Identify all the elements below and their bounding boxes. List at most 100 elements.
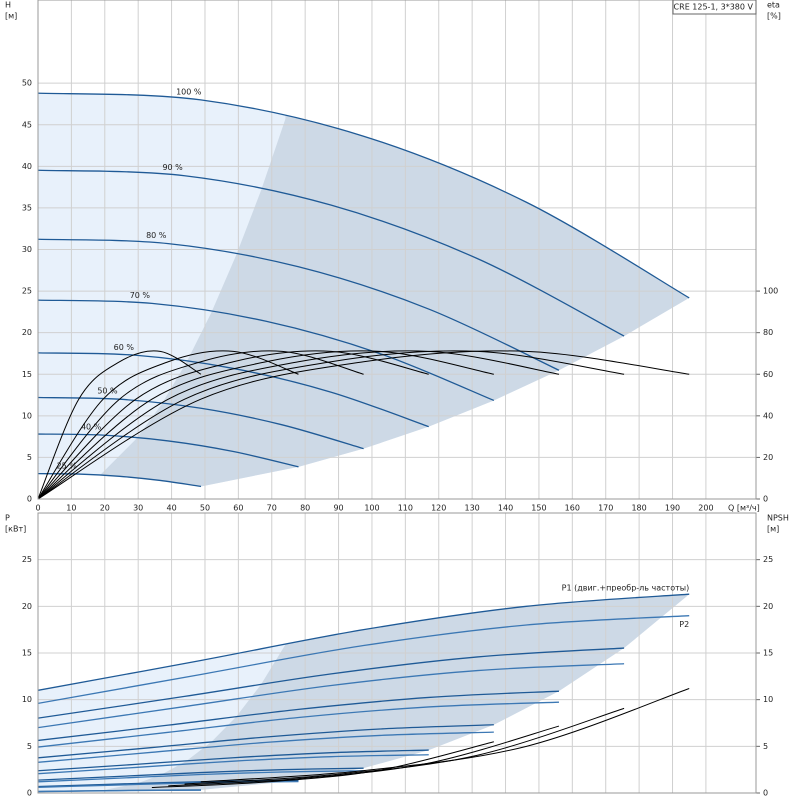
y-tick-label: 20 [22, 328, 32, 337]
x-tick-label: 130 [464, 504, 479, 513]
y-axis-unit: [м] [5, 12, 17, 21]
x-tick-label: 110 [398, 504, 413, 513]
x-tick-label: 50 [200, 504, 210, 513]
y2-tick-label: 10 [763, 695, 773, 704]
curve-label: 90 % [162, 163, 183, 172]
x-tick-label: 20 [100, 504, 110, 513]
x-tick-label: 180 [631, 504, 646, 513]
primary-curve [38, 701, 559, 748]
y-tick-label: 15 [22, 649, 32, 658]
y2-axis-label: NPSH [767, 514, 789, 523]
y2-tick-label: 100 [763, 287, 778, 296]
y2-axis-label: eta [767, 1, 780, 10]
primary-curve [38, 789, 201, 793]
secondary-curve [38, 350, 690, 499]
primary-curve [38, 472, 202, 488]
y2-tick-label: 5 [763, 742, 768, 751]
curve-label: 50 % [97, 387, 118, 396]
primary-curve [38, 770, 364, 783]
secondary-curve [38, 350, 364, 499]
secondary-curve [38, 350, 429, 499]
primary-curve [38, 724, 494, 759]
plot-frame [37, 512, 757, 794]
primary-curve [38, 749, 429, 772]
y-tick-label: 15 [22, 370, 32, 379]
primary-curve [38, 238, 560, 371]
x-tick-label: 160 [565, 504, 580, 513]
primary-curve [38, 754, 429, 775]
y-tick-label: 35 [22, 203, 32, 212]
x-tick-label: 0 [35, 504, 40, 513]
primary-curve [38, 663, 625, 729]
y-tick-label: 5 [27, 453, 32, 462]
y2-tick-label: 80 [763, 328, 773, 337]
title-box [672, 0, 757, 15]
primary-curve [38, 615, 690, 705]
x-tick-label: 30 [133, 504, 143, 513]
primary-curve [38, 299, 495, 402]
x-tick-label: 190 [665, 504, 680, 513]
y-tick-label: 0 [27, 789, 32, 798]
chart-title: CRE 125-1, 3*380 V [674, 3, 754, 12]
x-tick-label: 90 [333, 504, 343, 513]
curve-label: 100 % [176, 87, 202, 96]
x-tick-label: 140 [498, 504, 513, 513]
primary-curve [38, 92, 690, 299]
x-tick-label: 200 [698, 504, 713, 513]
x-tick-label: 60 [233, 504, 243, 513]
curve-label: 40 % [81, 423, 102, 432]
x-tick-label: 70 [267, 504, 277, 513]
y-tick-label: 50 [22, 79, 32, 88]
plot-frame [37, 0, 757, 500]
y-tick-label: 0 [27, 495, 32, 504]
curve-label: P1 (двиг.+преобр-ль частоты) [562, 584, 690, 593]
y-axis-unit: [кВт] [5, 525, 26, 534]
curve-label: 60 % [114, 343, 135, 352]
secondary-curve [38, 350, 494, 499]
y-tick-label: 30 [22, 245, 32, 254]
secondary-curve [151, 741, 494, 788]
y-tick-label: 10 [22, 411, 32, 420]
secondary-curve [38, 350, 202, 499]
y-tick-label: 10 [22, 695, 32, 704]
curve-label: 80 % [146, 231, 167, 240]
curve-label: 70 % [130, 291, 151, 300]
y-tick-label: 20 [22, 602, 32, 611]
x-tick-label: 100 [364, 504, 379, 513]
y2-tick-label: 25 [763, 555, 773, 564]
y-axis-label: H [5, 1, 11, 10]
x-tick-label: 150 [531, 504, 546, 513]
y-tick-label: 5 [27, 742, 32, 751]
secondary-curve [38, 350, 625, 499]
y2-axis-unit: [%] [767, 12, 781, 21]
y-tick-label: 25 [22, 287, 32, 296]
y2-tick-label: 0 [763, 495, 768, 504]
primary-curve [38, 647, 625, 719]
primary-curve [38, 169, 625, 337]
primary-curve [38, 731, 494, 763]
curve-label: P2 [679, 620, 689, 629]
secondary-curve [38, 350, 560, 499]
y-axis-label: P [5, 514, 10, 523]
x-tick-label: 170 [598, 504, 613, 513]
x-tick-label: 120 [431, 504, 446, 513]
y2-tick-label: 0 [763, 789, 768, 798]
primary-curve [38, 593, 690, 691]
secondary-curve [38, 350, 299, 499]
x-tick-label: 40 [166, 504, 176, 513]
curve-label: 25 % [57, 462, 78, 471]
y2-axis-unit: [м] [767, 525, 779, 534]
x-tick-label: 10 [66, 504, 76, 513]
primary-curve [38, 433, 299, 468]
primary-curve [38, 690, 559, 742]
y2-tick-label: 20 [763, 453, 773, 462]
x-tick-label: 80 [300, 504, 310, 513]
primary-curve [38, 767, 364, 781]
y-tick-label: 25 [22, 555, 32, 564]
y2-tick-label: 15 [763, 649, 773, 658]
y-tick-label: 40 [22, 162, 32, 171]
y2-tick-label: 40 [763, 411, 773, 420]
y2-tick-label: 60 [763, 370, 773, 379]
x-axis-label: Q [м³/ч] [728, 504, 760, 513]
